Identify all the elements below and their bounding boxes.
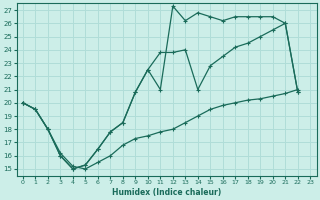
X-axis label: Humidex (Indice chaleur): Humidex (Indice chaleur): [112, 188, 221, 197]
